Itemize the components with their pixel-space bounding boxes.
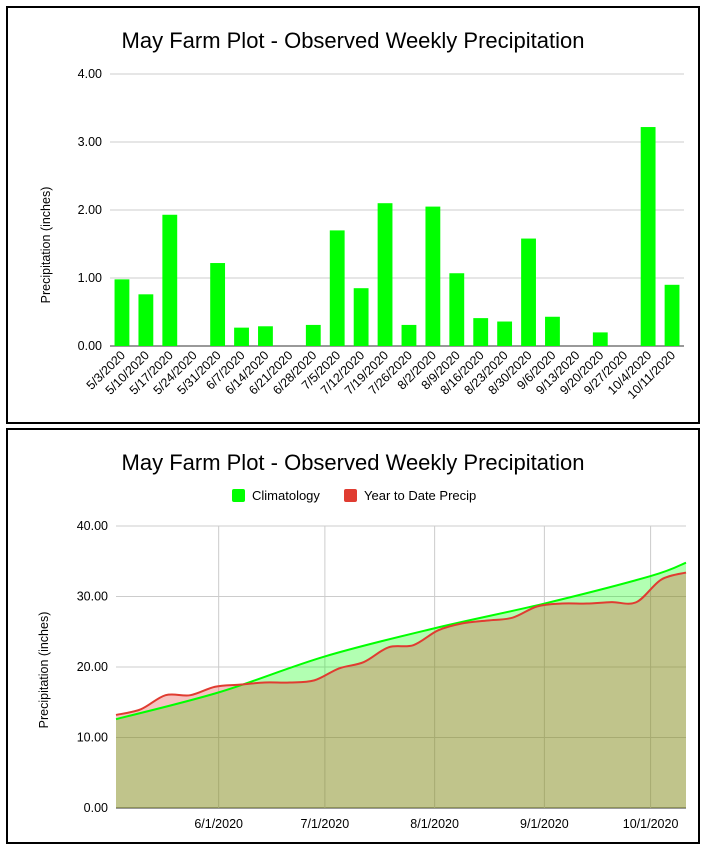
chart1-bar (162, 214, 178, 346)
chart1-y-tick-label: 3.00 (78, 135, 102, 149)
chart1-bar (425, 206, 441, 346)
weekly-precip-bar-chart: May Farm Plot - Observed Weekly Precipit… (39, 28, 684, 402)
chart2-y-tick-label: 0.00 (84, 801, 108, 815)
chart1-bar (664, 284, 680, 346)
chart1-bar (592, 332, 608, 346)
chart2-line-ytd-precip (115, 571, 687, 716)
chart1-y-axis-label: Precipitation (inches) (39, 187, 53, 304)
chart1-bar (305, 324, 321, 346)
chart2-legend: Climatology Year to Date Precip (232, 488, 476, 503)
legend-label-ytd: Year to Date Precip (364, 488, 476, 503)
chart1-y-tick-label: 1.00 (78, 271, 102, 285)
chart1-bar (401, 324, 417, 346)
chart2-y-tick-label: 40.00 (77, 519, 108, 533)
chart2-y-tick-label: 20.00 (77, 660, 108, 674)
chart1-bar (258, 326, 273, 346)
chart1-bar (138, 294, 154, 346)
chart1-title: May Farm Plot - Observed Weekly Precipit… (122, 28, 585, 53)
chart1-bar (545, 316, 560, 346)
chart1-bar (329, 230, 345, 346)
chart2-y-tick-label: 30.00 (77, 590, 108, 604)
chart2-y-axis-label: Precipitation (inches) (37, 612, 51, 729)
chart1-bar (449, 273, 465, 346)
legend-swatch-ytd (344, 489, 357, 502)
chart1-bar (234, 327, 249, 346)
chart2-title: May Farm Plot - Observed Weekly Precipit… (122, 450, 585, 475)
cumulative-precip-area-chart-panel: May Farm Plot - Observed Weekly Precipit… (6, 428, 700, 844)
chart1-y-tick-label: 2.00 (78, 203, 102, 217)
legend-label-climatology: Climatology (252, 488, 320, 503)
cumulative-precip-area-chart: May Farm Plot - Observed Weekly Precipit… (37, 450, 687, 831)
chart1-bar (497, 321, 513, 346)
chart1-y-tick-label: 4.00 (78, 67, 102, 81)
chart2-y-tick-label: 10.00 (77, 731, 108, 745)
chart2-x-tick-label: 7/1/2020 (301, 817, 350, 831)
chart2-line-climatology (115, 561, 687, 721)
chart1-bar (353, 288, 369, 346)
chart1-y-tick-label: 0.00 (78, 339, 102, 353)
chart1-bar (377, 203, 393, 346)
chart2-x-tick-label: 9/1/2020 (520, 817, 569, 831)
chart1-bar (521, 238, 536, 346)
chart2-area-climatology (116, 562, 686, 808)
chart2-x-tick-label: 10/1/2020 (623, 817, 679, 831)
chart2-area-ytd-precip (116, 572, 686, 808)
chart1-bar (210, 263, 226, 346)
chart2-x-tick-label: 8/1/2020 (410, 817, 459, 831)
legend-swatch-climatology (232, 489, 245, 502)
chart2-x-tick-label: 6/1/2020 (194, 817, 243, 831)
chart1-bar (473, 318, 489, 346)
weekly-precip-bar-chart-panel: May Farm Plot - Observed Weekly Precipit… (6, 6, 700, 424)
chart1-bar (114, 279, 130, 346)
chart1-bar (640, 127, 656, 346)
